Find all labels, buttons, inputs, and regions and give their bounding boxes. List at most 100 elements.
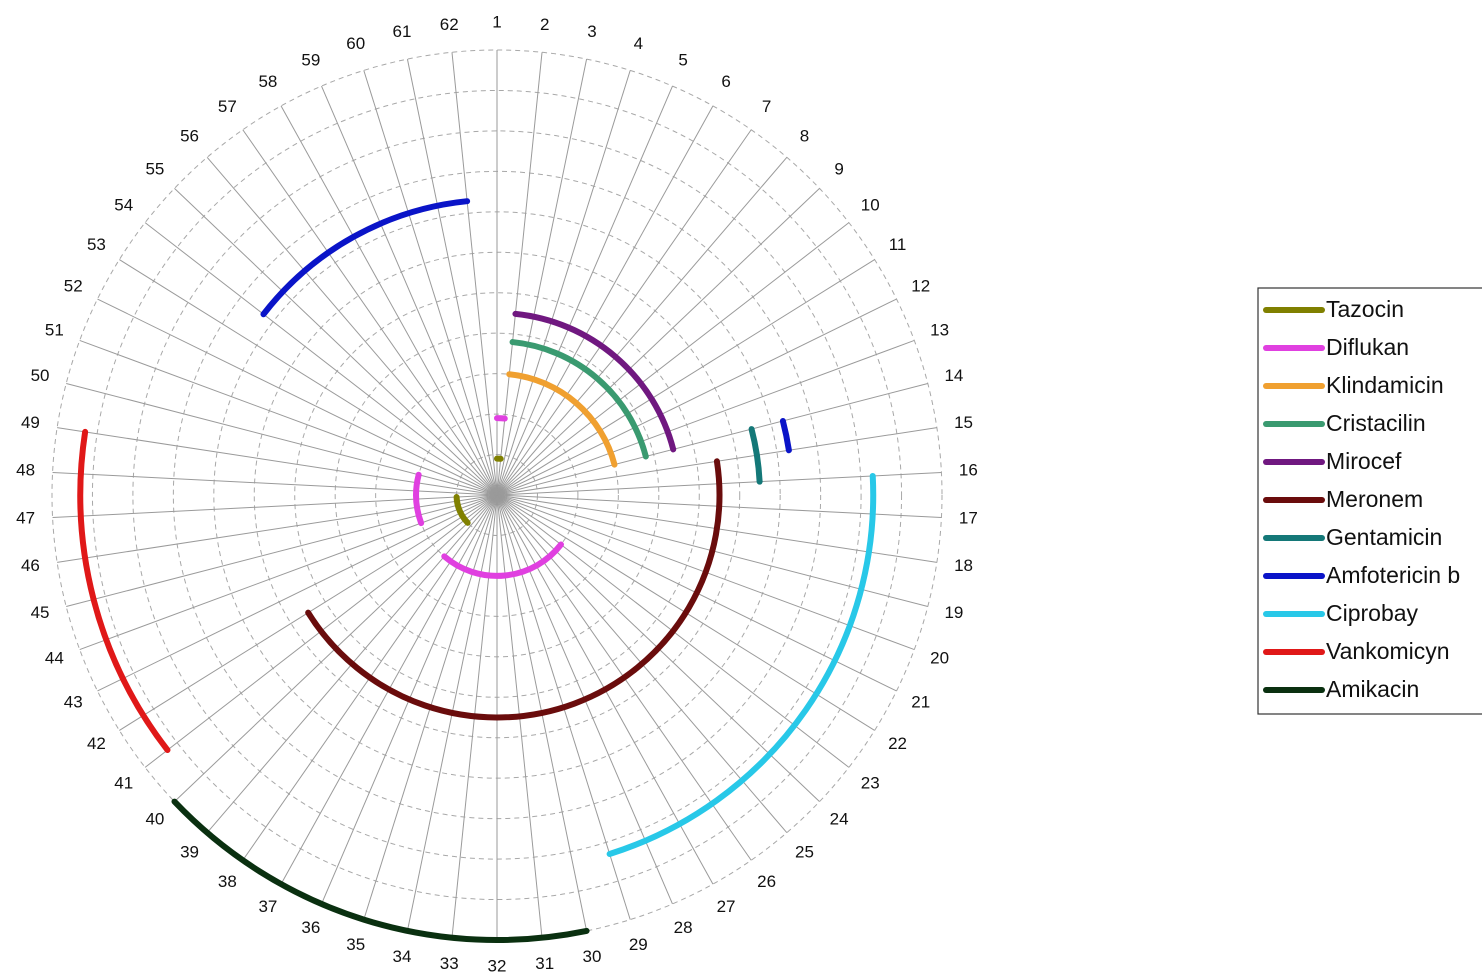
grid-ring-11 [51,49,943,941]
tick-label-6: 6 [721,72,730,91]
tick-label-34: 34 [393,947,412,966]
tick-label-30: 30 [583,947,602,966]
legend-label-vankomicyn: Vankomicyn [1326,638,1450,664]
grid-spoke-51 [79,339,498,496]
legend-label-gentamicin: Gentamicin [1326,524,1442,550]
arc-meronem-1 [305,458,723,721]
grid-spoke-9 [496,188,820,496]
tick-label-41: 41 [114,773,133,792]
data-arcs [77,198,877,943]
tick-label-7: 7 [762,97,771,116]
legend-label-meronem: Meronem [1326,486,1423,512]
legend-label-klindamicin: Klindamicin [1326,372,1444,398]
grid-spoke-14 [496,382,928,496]
legend: Tazocin Diflukan Klindamicin Cristacilin Mir… [1257,287,1482,715]
arc-amikacin-1 [171,798,590,943]
grid-spoke-45 [66,494,498,608]
tick-label-28: 28 [674,918,693,937]
tick-label-45: 45 [31,603,50,622]
tick-label-35: 35 [346,935,365,954]
grid-spoke-55 [174,188,498,496]
tick-label-42: 42 [87,734,106,753]
legend-label-amikacin: Amikacin [1326,676,1419,702]
grid-spoke-5 [496,85,673,496]
tick-label-56: 56 [180,126,199,145]
tick-label-1: 1 [492,12,501,31]
grid-spoke-7 [496,129,752,496]
grid-spoke-52 [97,298,498,496]
arc-diflukan-2 [441,541,564,579]
tick-label-51: 51 [45,321,64,340]
tick-label-4: 4 [634,34,643,53]
tick-label-46: 46 [21,556,40,575]
tick-label-37: 37 [258,897,277,916]
grid-spoke-46 [57,494,498,563]
grid-spoke-47 [52,494,498,519]
grid-spoke-4 [496,70,631,496]
grid-spoke-53 [119,259,498,496]
legend-label-mirocef: Mirocef [1326,448,1402,474]
tick-label-13: 13 [930,321,949,340]
grid-spoke-57 [242,129,498,496]
tick-label-53: 53 [87,235,106,254]
arc-vankomicyn-1 [77,428,171,754]
tick-label-23: 23 [861,773,880,792]
tick-label-12: 12 [911,277,930,296]
tick-label-26: 26 [757,872,776,891]
arc-amfotericin-b-1 [779,417,792,454]
tick-label-50: 50 [31,366,50,385]
tick-label-57: 57 [218,97,237,116]
grid-spoke-58 [280,105,498,496]
tick-label-39: 39 [180,843,199,862]
tick-label-54: 54 [114,196,133,215]
grid-spoke-12 [496,298,897,496]
tick-label-22: 22 [888,734,907,753]
tick-label-59: 59 [301,51,320,70]
grid-spoke-61 [406,59,498,496]
grid-spoke-62 [451,52,498,496]
grid-spoke-13 [496,339,915,496]
tick-label-8: 8 [800,126,809,145]
arc-diflukan-3 [413,471,425,527]
legend-label-amfotericin-b: Amfotericin b [1326,562,1460,588]
grid-spoke-54 [144,222,498,496]
tick-label-18: 18 [954,556,973,575]
tick-label-19: 19 [944,603,963,622]
tick-label-14: 14 [944,366,963,385]
grid-spoke-56 [206,157,498,496]
arc-tazocin-2 [453,494,471,526]
tick-label-11: 11 [889,235,907,254]
grid-spoke-60 [363,70,498,496]
tick-label-60: 60 [346,34,365,53]
grid-spoke-3 [496,59,588,496]
grid-spoke-10 [496,222,850,496]
grid-spoke-48 [52,471,498,496]
tick-label-49: 49 [21,413,40,432]
grid-spoke-2 [496,52,543,496]
polar-grid [51,49,943,941]
arc-gentamicin-1 [748,426,763,485]
grid-spoke-44 [79,494,498,651]
tick-label-36: 36 [301,918,320,937]
tick-label-43: 43 [64,692,83,711]
angular-tick-labels: 1 2 34567891011121314151617181920212223242… [16,12,978,975]
legend-label-tazocin: Tazocin [1326,296,1404,322]
tick-label-29: 29 [629,935,648,954]
tick-label-10: 10 [861,196,880,215]
tick-label-9: 9 [834,159,843,178]
tick-label-55: 55 [145,159,164,178]
tick-label-61: 61 [393,22,412,41]
tick-label-52: 52 [64,277,83,296]
tick-label-62: 62 [440,15,459,34]
grid-spoke-43 [97,494,498,692]
tick-label-33: 33 [440,954,459,973]
tick-label-58: 58 [258,72,277,91]
legend-label-cristacilin: Cristacilin [1326,410,1426,436]
tick-label-3: 3 [587,22,596,41]
tick-label-24: 24 [830,810,849,829]
tick-label-16: 16 [959,461,978,480]
grid-spoke-50 [66,382,498,496]
legend-label-ciprobay: Ciprobay [1326,600,1419,626]
arc-cristacilin-1 [509,339,649,460]
tick-label-40: 40 [145,810,164,829]
